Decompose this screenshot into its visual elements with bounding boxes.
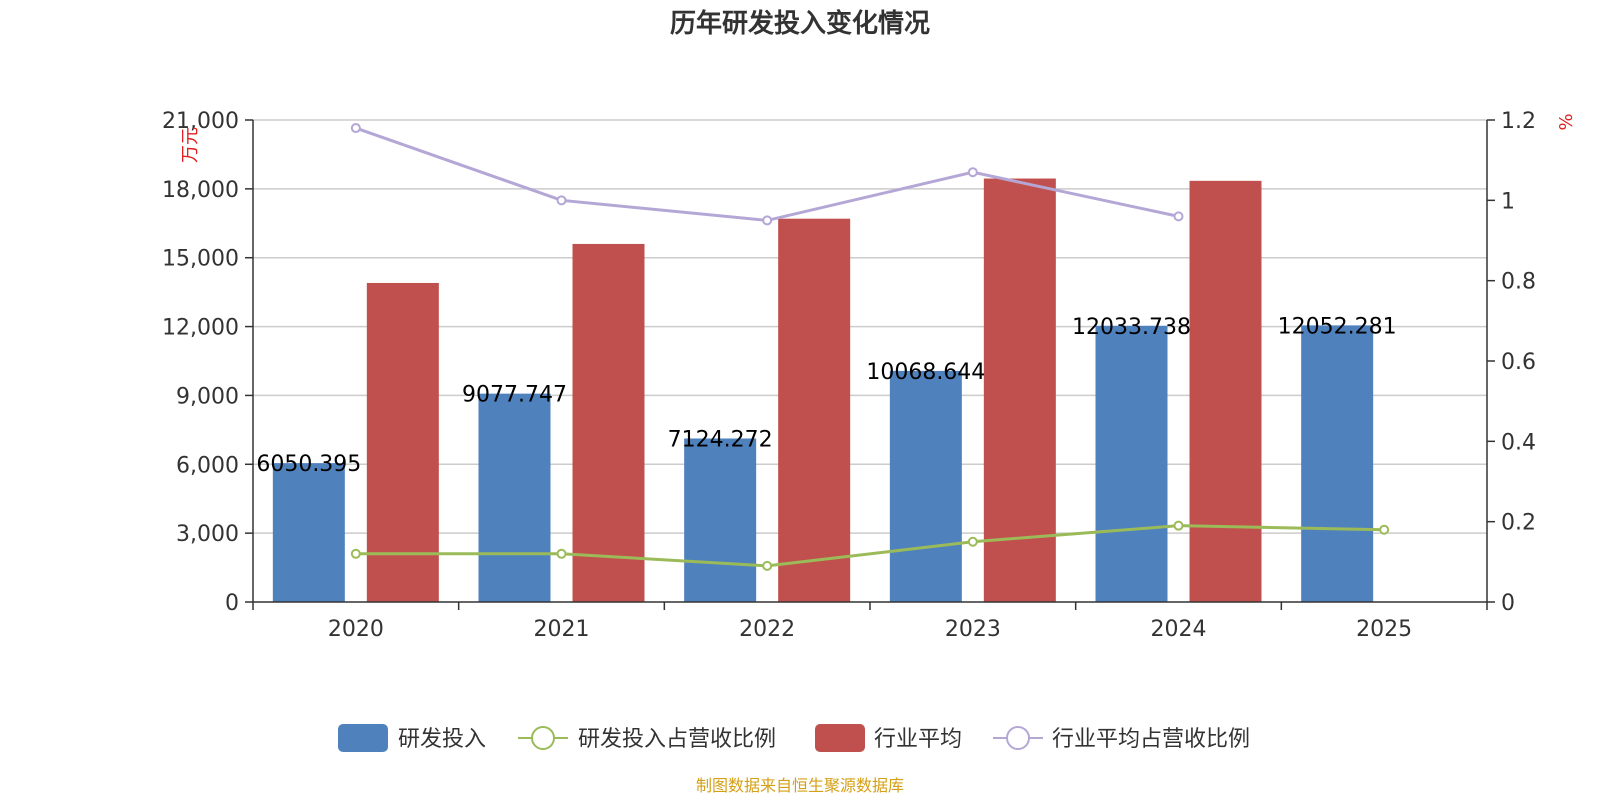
right-axis-unit: % bbox=[1556, 113, 1577, 130]
chart-title: 历年研发投入变化情况 bbox=[670, 8, 930, 39]
left-axis-tick-label: 15,000 bbox=[162, 247, 239, 272]
point-rd-ratio bbox=[556, 548, 567, 559]
legend: 研发投入 研发投入占营收比例 行业平均 行业平均占营收比例 bbox=[338, 724, 1250, 752]
x-axis-label: 2022 bbox=[739, 617, 795, 642]
point-rd-ratio bbox=[762, 560, 773, 571]
bar-industry-average bbox=[778, 218, 851, 602]
left-axis-tick-label: 6,000 bbox=[176, 453, 239, 478]
grid-layer bbox=[253, 119, 1487, 534]
bar-industry-average bbox=[572, 243, 645, 602]
x-axis-label: 2021 bbox=[534, 617, 590, 642]
legend-label: 行业平均 bbox=[874, 727, 962, 752]
point-rd-ratio bbox=[1379, 524, 1390, 535]
point-industry-ratio bbox=[350, 123, 361, 134]
bar-rd-investment bbox=[684, 438, 757, 602]
left-axis-tick-label: 12,000 bbox=[162, 316, 239, 341]
left-axis-unit: 万元 bbox=[180, 127, 201, 163]
data-label: 12033.738 bbox=[1072, 315, 1191, 340]
right-axis-tick-label: 0.2 bbox=[1501, 511, 1536, 536]
right-axis-tick-label: 1 bbox=[1501, 189, 1515, 214]
point-industry-ratio bbox=[967, 167, 978, 178]
legend-swatch-marker bbox=[1006, 726, 1030, 750]
point-industry-ratio bbox=[1173, 211, 1184, 222]
left-axis-tick-label: 0 bbox=[225, 591, 239, 616]
bar-rd-investment bbox=[272, 463, 345, 602]
data-label: 7124.272 bbox=[668, 427, 773, 452]
right-axis-tick-label: 0.6 bbox=[1501, 350, 1536, 375]
data-label: 12052.281 bbox=[1278, 314, 1397, 339]
legend-swatch bbox=[338, 724, 388, 752]
bar-industry-average bbox=[983, 178, 1056, 602]
labels-layer: 6050.395 9077.747 7124.272 10068.644 12033.7… bbox=[256, 314, 1396, 477]
point-rd-ratio bbox=[1173, 520, 1184, 531]
line-rd-ratio bbox=[355, 524, 1385, 568]
data-label: 10068.644 bbox=[866, 360, 985, 385]
x-axis-label: 2025 bbox=[1356, 617, 1412, 642]
right-axis-tick-label: 0.4 bbox=[1501, 430, 1536, 455]
bar-industry-average bbox=[366, 282, 439, 602]
x-axis-label: 2020 bbox=[328, 617, 384, 642]
point-rd-ratio bbox=[350, 548, 361, 559]
bar-industry-average bbox=[1189, 180, 1262, 603]
data-label: 9077.747 bbox=[462, 383, 567, 408]
bars-layer bbox=[272, 178, 1374, 603]
right-axis-tick-label: 0 bbox=[1501, 591, 1515, 616]
right-axis-tick-label: 0.8 bbox=[1501, 270, 1536, 295]
bar-rd-investment bbox=[1095, 325, 1168, 602]
bar-rd-investment bbox=[889, 370, 962, 602]
x-axis-label: 2024 bbox=[1151, 617, 1207, 642]
data-label: 6050.395 bbox=[256, 452, 361, 477]
x-axis-label: 2023 bbox=[945, 617, 1001, 642]
bar-rd-investment bbox=[478, 393, 551, 602]
right-axis-tick-label: 1.2 bbox=[1501, 109, 1536, 134]
legend-label: 研发投入 bbox=[398, 727, 486, 752]
left-axis-tick-label: 3,000 bbox=[176, 522, 239, 547]
legend-swatch bbox=[815, 724, 865, 752]
point-rd-ratio bbox=[967, 536, 978, 547]
axis-layer: 0 3,000 6,000 9,000 12,000 15,000 18,000 21,000… bbox=[162, 109, 1536, 642]
legend-swatch-marker bbox=[531, 726, 555, 750]
point-industry-ratio bbox=[556, 195, 567, 206]
point-industry-ratio bbox=[762, 215, 773, 226]
lines-layer bbox=[350, 123, 1390, 571]
source-note: 制图数据来自恒生聚源数据库 bbox=[696, 776, 904, 795]
legend-label: 行业平均占营收比例 bbox=[1052, 727, 1250, 752]
left-axis-tick-label: 21,000 bbox=[162, 109, 239, 134]
left-axis-tick-label: 9,000 bbox=[176, 384, 239, 409]
left-axis-tick-label: 18,000 bbox=[162, 178, 239, 203]
bar-rd-investment bbox=[1301, 325, 1374, 602]
legend-label: 研发投入占营收比例 bbox=[578, 727, 776, 752]
